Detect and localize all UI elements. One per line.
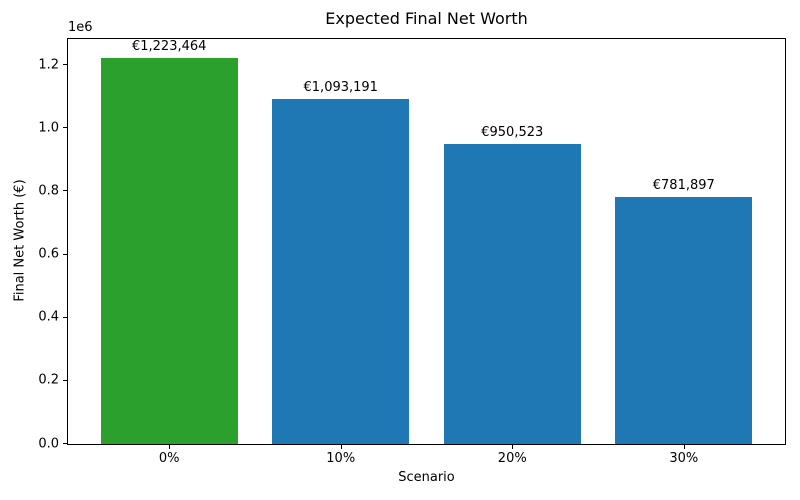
- chart-title: Expected Final Net Worth: [325, 9, 528, 28]
- y-tick-mark: [63, 190, 67, 192]
- y-tick-mark: [63, 379, 67, 381]
- y-tick-mark: [63, 443, 67, 444]
- y-tick-label: 1.0: [38, 120, 59, 136]
- bar-20%: [443, 143, 581, 444]
- y-axis-offset-text: 1e6: [68, 20, 93, 35]
- x-tick-label: 10%: [326, 451, 356, 466]
- y-tick-label: 1.2: [38, 57, 59, 73]
- y-tick-label: 0.8: [38, 183, 59, 199]
- y-tick-mark: [63, 64, 67, 66]
- bar-value-label: €1,093,191: [303, 79, 378, 95]
- y-tick-label: 0.4: [38, 309, 59, 325]
- bar-10%: [272, 98, 410, 444]
- x-tick-label: 30%: [669, 451, 699, 466]
- x-axis-label: Scenario: [398, 470, 455, 485]
- bar-value-label: €950,523: [481, 124, 544, 140]
- y-tick-label: 0.0: [38, 436, 59, 451]
- x-tick-mark: [340, 445, 342, 449]
- y-tick-mark: [63, 127, 67, 129]
- bar-30%: [615, 197, 753, 444]
- plot-area: €1,223,464 €1,093,191 €950,523 €781,897: [67, 38, 786, 445]
- y-tick-mark: [63, 253, 67, 255]
- x-tick-mark: [683, 445, 685, 449]
- x-tick-mark: [512, 445, 514, 449]
- bar-0%: [100, 57, 238, 444]
- x-tick-label: 0%: [158, 451, 180, 466]
- x-tick-mark: [169, 445, 171, 449]
- y-tick-label: 0.6: [38, 246, 59, 262]
- bar-value-label: €781,897: [652, 178, 715, 194]
- bar-value-label: €1,223,464: [131, 38, 207, 54]
- x-tick-label: 20%: [497, 451, 527, 466]
- y-tick-label: 0.2: [38, 372, 59, 388]
- y-tick-mark: [63, 316, 67, 318]
